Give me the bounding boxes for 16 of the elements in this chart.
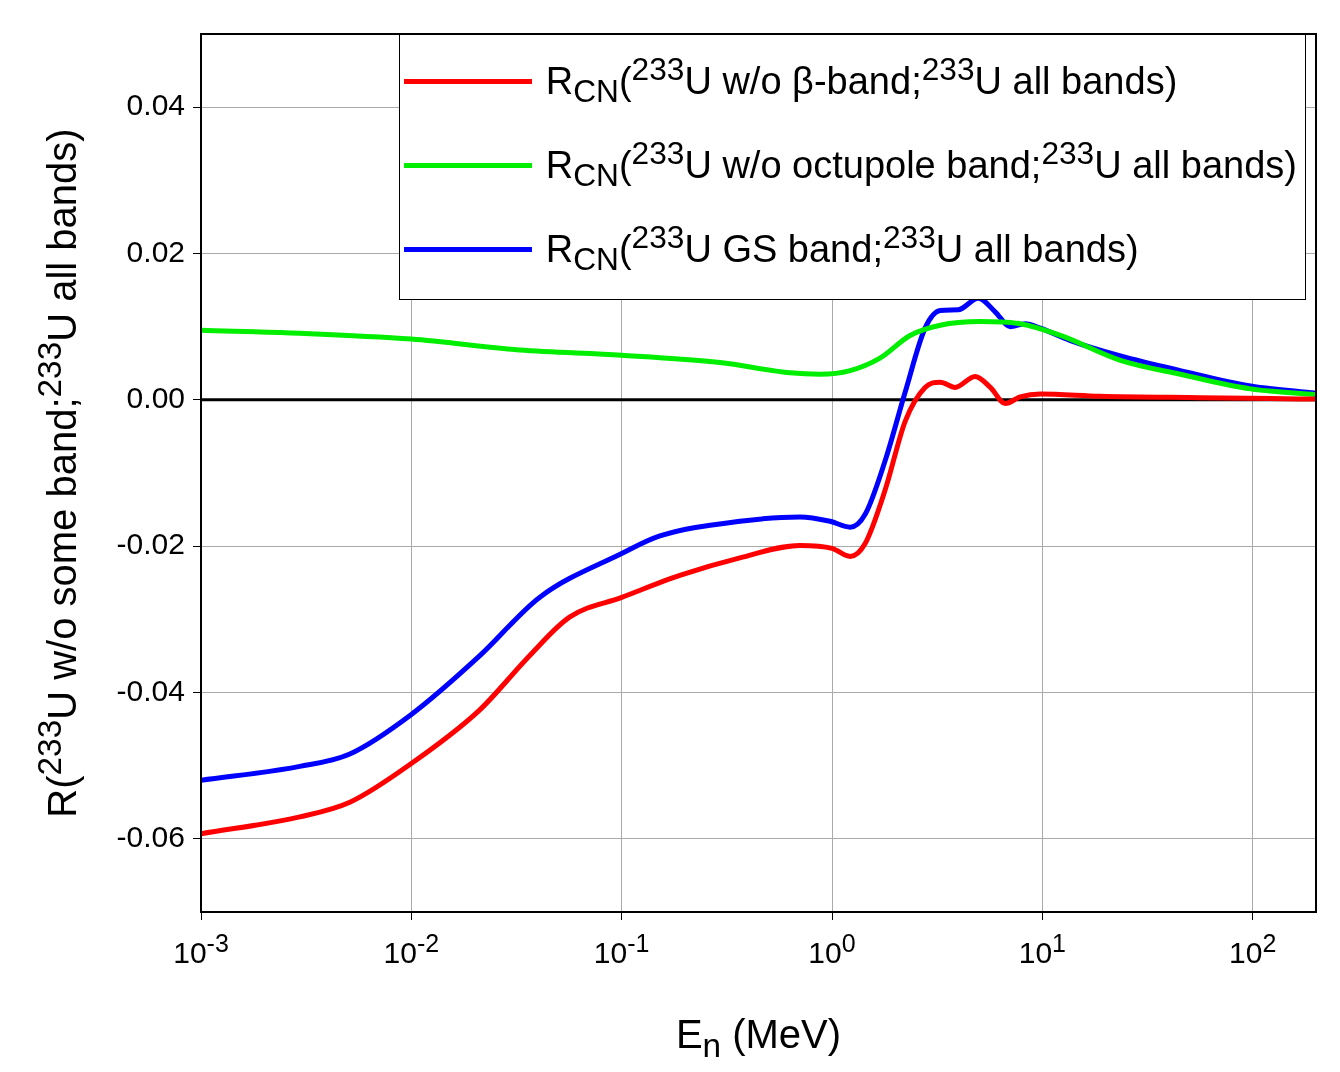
x-axis-title: E$_{n}$ (MeV) (675, 1012, 842, 1065)
x-tick-label: 10$^{1}$ (1018, 928, 1066, 971)
legend-label: R$_{CN}$($^{233}$U GS band;$^{233}$U all bands) (545, 219, 1139, 279)
y-tick-label: 0.02 (126, 234, 185, 268)
legend-label: R$_{CN}$($^{233}$U w/o β-band;$^{233}$U all bands) (545, 51, 1178, 111)
y-tick-label: 0.04 (126, 88, 185, 122)
x-tick-label: 10$^{2}$ (1229, 928, 1277, 971)
legend-label: R$_{CN}$($^{233}$U w/o octupole band;$^{233}$U all bands) (545, 135, 1297, 195)
y-tick-label: 0.00 (126, 381, 185, 415)
y-tick-label: -0.04 (116, 673, 185, 707)
x-tick-label: 10$^{-3}$ (173, 928, 229, 971)
x-tick-label: 10$^{-2}$ (383, 928, 440, 971)
y-tick-label: -0.06 (116, 820, 185, 854)
x-tick-label: 10$^{-1}$ (593, 928, 650, 971)
x-tick-label: 10$^{0}$ (808, 928, 856, 971)
y-tick-label: -0.02 (116, 527, 185, 561)
